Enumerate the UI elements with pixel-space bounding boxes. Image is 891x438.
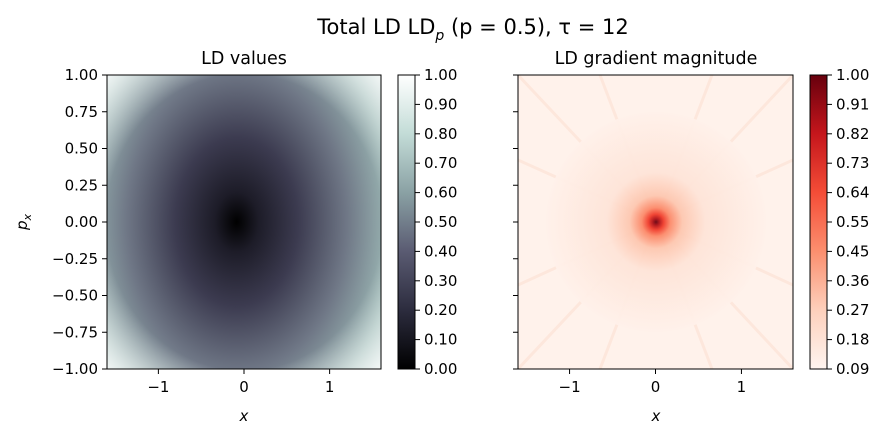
colorbar-tick-label: 0.36	[836, 272, 869, 290]
colorbar-tick-label: 0.73	[836, 154, 869, 172]
y-tick-label: −0.50	[52, 287, 98, 305]
colorbar-tick-label: 0.09	[836, 360, 869, 378]
colorbar-tick-label: 0.45	[836, 242, 869, 260]
colorbar-tick-label: 1.00	[424, 66, 457, 84]
colorbar-tick-label: 0.90	[424, 95, 457, 113]
colorbar-tick-label: 0.82	[836, 125, 869, 143]
ld-values-title: LD values	[201, 49, 287, 69]
ld-values-colorbar	[397, 74, 416, 370]
colorbar-tick-label: 0.27	[836, 301, 869, 319]
colorbar-tick-label: 0.30	[424, 272, 457, 290]
ld-values-xlabel: x	[239, 407, 249, 425]
ld-gradient-colorbar	[809, 74, 828, 370]
colorbar-tick-label: 0.10	[424, 331, 457, 349]
figure-suptitle: Total LD LDp (p = 0.5), τ = 12	[316, 15, 628, 44]
y-tick-label: −0.75	[52, 323, 98, 341]
colorbar-tick-label: 0.80	[424, 125, 457, 143]
x-tick-label: 1	[737, 378, 747, 396]
ld-values-colorbar-ticks: 1.00 0.90 0.80 0.70 0.60 0.50 0.40 0.30 0.20 0.10…	[415, 66, 457, 378]
y-tick-label: −0.25	[52, 250, 98, 268]
ld-values-ylabel: px	[13, 213, 34, 231]
y-tick-label: 0.50	[65, 140, 98, 158]
colorbar-tick-label: 1.00	[836, 66, 869, 84]
ld-gradient-title: LD gradient magnitude	[555, 49, 758, 69]
y-tick-label: 0.00	[65, 213, 98, 231]
ld-values-panel: LD values −1 0 11.000.750.500.250.00−0.25−…	[13, 49, 457, 425]
ld-gradient-field	[546, 112, 766, 332]
colorbar-tick-label: 0.40	[424, 242, 457, 260]
colorbar-tick-label: 0.00	[424, 360, 457, 378]
colorbar-tick-label: 0.70	[424, 154, 457, 172]
colorbar-tick-label: 0.18	[836, 331, 869, 349]
colorbar-tick-label: 0.91	[836, 95, 869, 113]
y-tick-label: −1.00	[52, 360, 98, 378]
ld-gradient-xlabel: x	[651, 407, 661, 425]
x-tick-label: 1	[325, 378, 335, 396]
colorbar-tick-label: 0.60	[424, 184, 457, 202]
x-tick-label: 0	[239, 378, 249, 396]
ld-gradient-axes: −1 0 1	[513, 74, 747, 396]
x-tick-label: −1	[559, 378, 581, 396]
ld-values-axes: −1 0 1 1.00 0.75 0.50 0.25 0.00 −0.25 −0.50 −0.75 −…	[52, 66, 334, 396]
colorbar-tick-label: 0.20	[424, 301, 457, 319]
colorbar-tick-label: 0.50	[424, 213, 457, 231]
colorbar-tick-label: 0.55	[836, 213, 869, 231]
y-tick-label: 0.75	[65, 103, 98, 121]
ld-gradient-panel: LD gradient magnitude −1 0 1 x	[513, 49, 869, 425]
y-tick-label: 0.25	[65, 176, 98, 194]
y-tick-label: 1.00	[65, 66, 98, 84]
colorbar-tick-label: 0.64	[836, 184, 869, 202]
x-tick-label: 0	[651, 378, 661, 396]
x-tick-label: −1	[147, 378, 169, 396]
ld-gradient-colorbar-ticks: 1.00 0.91 0.82 0.73 0.64 0.55 0.45 0.36 0.27 0.18…	[827, 66, 869, 378]
